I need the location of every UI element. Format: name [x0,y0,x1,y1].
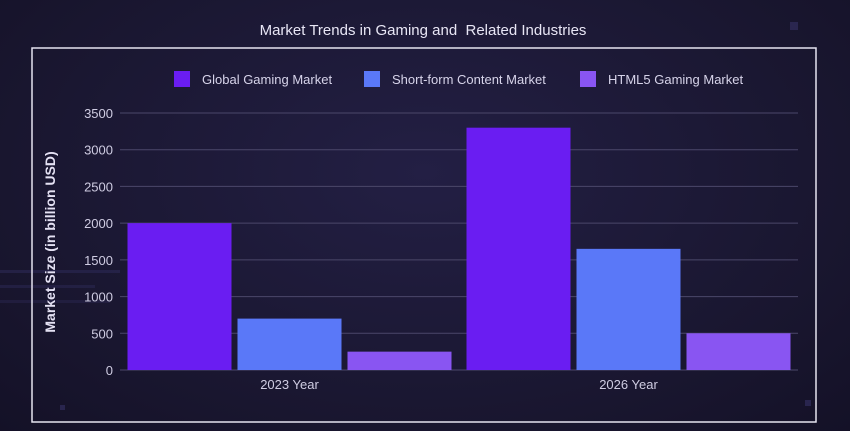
x-axis-ticks: 2023 Year 2026 Year [260,377,658,392]
y-tick-label: 0 [106,363,113,378]
bar [127,223,232,370]
y-tick-label: 500 [91,326,113,341]
y-axis-title: Market Size (in billion USD) [42,151,58,332]
x-tick-label: 2023 Year [260,377,319,392]
y-tick-label: 2500 [84,179,113,194]
legend: Global Gaming Market Short-form Content M… [174,71,743,87]
background-decoration [0,22,811,410]
bar [347,351,452,370]
chart-frame [31,47,817,423]
bar [237,318,342,370]
bar [466,127,571,370]
bar [576,248,681,370]
y-tick-label: 1500 [84,253,113,268]
legend-label: Short-form Content Market [392,72,546,87]
y-tick-label: 1000 [84,290,113,305]
bars [127,127,791,370]
y-tick-label: 3500 [84,106,113,121]
legend-label: Global Gaming Market [202,72,332,87]
x-tick-label: 2026 Year [599,377,658,392]
legend-swatch [174,71,190,87]
y-tick-label: 2000 [84,216,113,231]
gridlines [120,112,798,371]
y-axis-ticks: 0 500 1000 1500 2000 2500 3000 3500 [84,106,113,378]
legend-swatch [364,71,380,87]
chart-title: Market Trends in Gaming and Related Indu… [260,22,587,39]
legend-label: HTML5 Gaming Market [608,72,743,87]
legend-swatch [580,71,596,87]
y-tick-label: 3000 [84,143,113,158]
bar [686,333,791,370]
